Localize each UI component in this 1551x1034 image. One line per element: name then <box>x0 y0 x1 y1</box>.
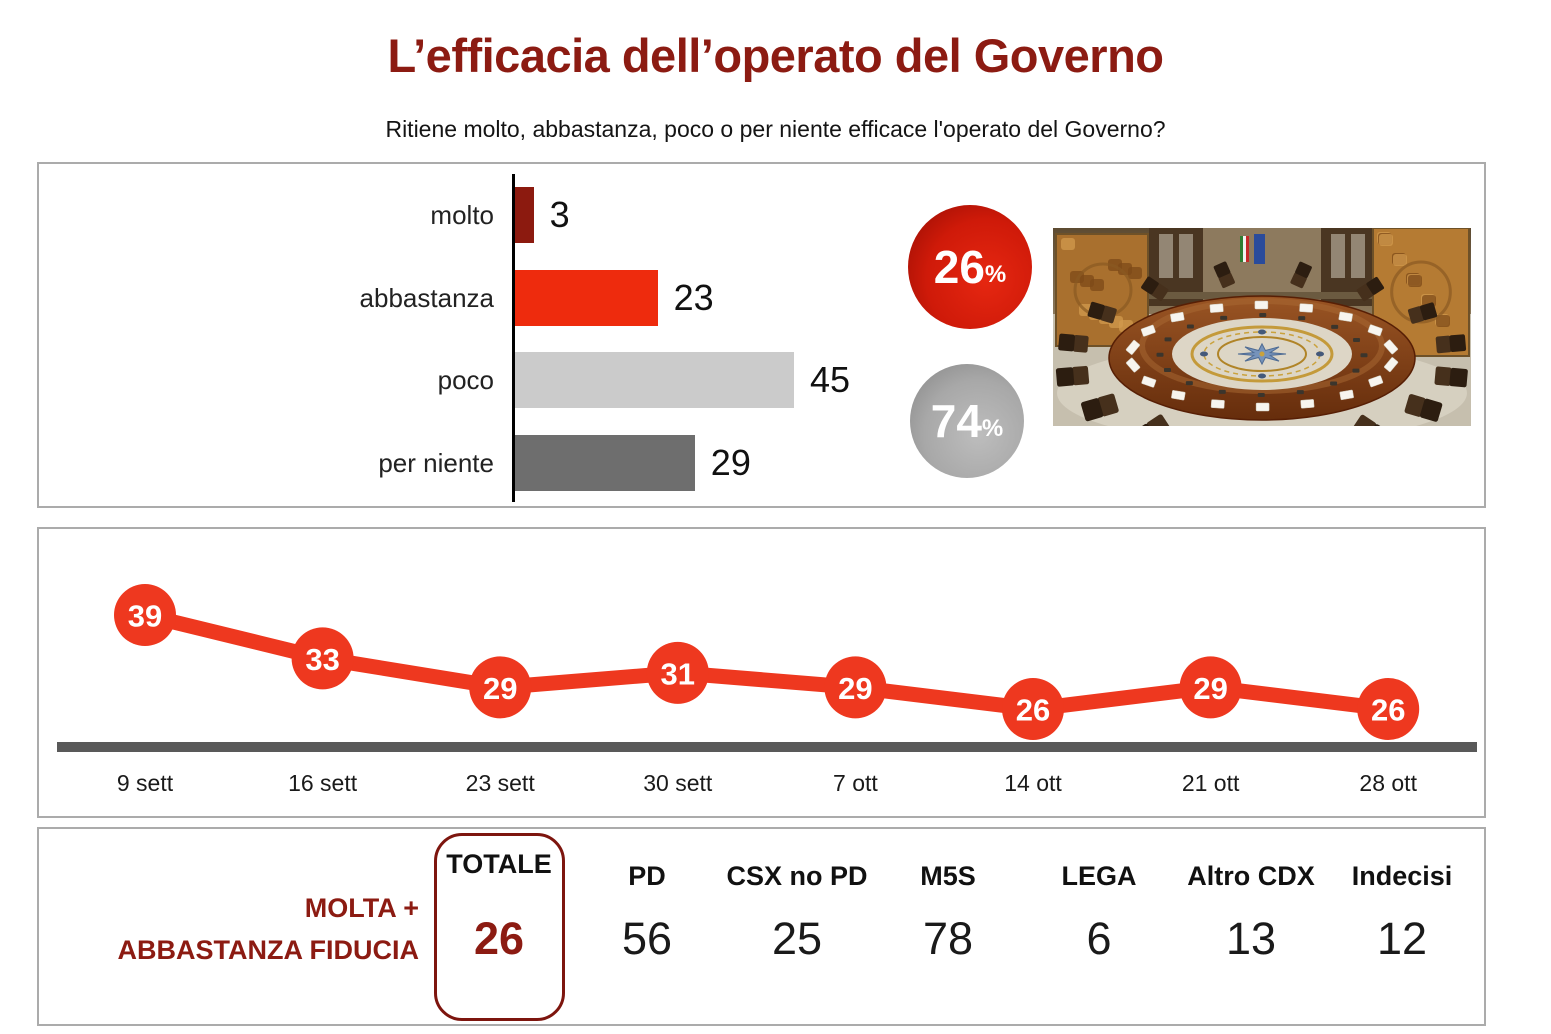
page-title: L’efficacia dell’operato del Governo <box>387 29 1165 82</box>
column-value: 12 <box>1376 913 1428 964</box>
column-value: 56 <box>621 913 673 964</box>
x-tick-label: 23 sett <box>466 770 536 796</box>
marble-star-icon <box>1200 329 1324 379</box>
negative-share-badge: 74% <box>910 364 1024 478</box>
table-items <box>1156 313 1368 397</box>
column-indecisi: Indecisi 12 <box>1312 829 1492 1024</box>
positive-share-value: 26 <box>933 241 985 293</box>
trend-point-value: 39 <box>128 599 162 634</box>
x-tick-label: 7 ott <box>833 770 878 796</box>
page-subtitle: Ritiene molto, abbastanza, poco o per ni… <box>385 116 1166 142</box>
bar-category-label: molto <box>430 200 494 230</box>
bar-value-label: 3 <box>549 194 570 235</box>
bar-category-label: abbastanza <box>359 282 494 313</box>
column-value: 13 <box>1225 913 1277 964</box>
bar-rect <box>515 435 695 492</box>
trend-point-14-ott <box>1002 678 1064 741</box>
bar-row-poco: poco 45 <box>39 352 1484 409</box>
trend-point-30-sett <box>646 641 709 704</box>
positive-share-badge: 26% <box>908 205 1032 329</box>
trend-point-9-sett <box>114 584 176 647</box>
x-tick-label: 14 ott <box>1004 770 1062 796</box>
column-value: 6 <box>1086 913 1112 964</box>
trend-point-value: 31 <box>661 656 695 691</box>
bar-rect <box>515 187 534 243</box>
column-altro-cdx: Altro CDX 13 <box>1161 829 1341 1024</box>
column-header: PD <box>628 861 666 891</box>
totale-value: 26 <box>473 913 525 964</box>
column-header: LEGA <box>1061 861 1137 891</box>
trend-panel: 39 9 sett 33 16 sett 29 23 sett 31 30 sett 29 7 o… <box>37 527 1486 818</box>
x-tick-label: 21 ott <box>1182 770 1240 796</box>
trend-point-value: 26 <box>1016 693 1050 728</box>
negative-percent-sign: % <box>981 415 1004 442</box>
italy-flag-icon <box>1240 236 1249 262</box>
bar-row-per-niente: per niente 29 <box>39 435 1484 492</box>
breakdown-panel: MOLTA + ABBASTANZA FIDUCIA TOTALE 26 PD 5… <box>37 827 1486 1026</box>
chairs <box>1055 365 1468 426</box>
x-tick-label: 9 sett <box>117 770 174 796</box>
row-label-line1: MOLTA + <box>304 893 419 923</box>
x-tick-label: 28 ott <box>1359 770 1417 796</box>
trend-point-value: 26 <box>1371 693 1405 728</box>
totale-header: TOTALE <box>446 849 552 879</box>
current-rating-panel: molto 3 abbastanza 23 poco 45 per niente 29 26%… <box>37 162 1486 508</box>
bar-value-label: 23 <box>673 276 714 318</box>
trend-point-value: 29 <box>1193 671 1227 706</box>
bar-row-abbastanza: abbastanza 23 <box>39 269 1484 326</box>
trend-point-value: 29 <box>483 671 517 706</box>
x-tick-label: 16 sett <box>288 770 358 796</box>
trend-point-16-sett <box>291 627 354 690</box>
negative-share-value: 74 <box>930 395 982 447</box>
column-csx-no-pd: CSX no PD 25 <box>707 829 887 1024</box>
column-header: Altro CDX <box>1187 861 1315 891</box>
column-header: CSX no PD <box>726 861 868 891</box>
bar-category-label: poco <box>437 365 494 396</box>
column-value: 78 <box>922 913 974 964</box>
bar-value-label: 29 <box>710 442 751 484</box>
trend-point-value: 29 <box>838 671 872 706</box>
row-label: MOLTA + ABBASTANZA FIDUCIA <box>39 887 419 971</box>
column-header: M5S <box>920 861 976 891</box>
bar-rect <box>515 352 794 409</box>
column-lega: LEGA 6 <box>1009 829 1189 1024</box>
trend-point-28-ott <box>1357 678 1420 741</box>
trend-point-value: 33 <box>305 642 339 677</box>
bar-chart-axis <box>512 174 515 502</box>
eu-flag-icon <box>1254 234 1265 264</box>
bar-rect <box>515 269 658 326</box>
table-papers <box>1125 300 1399 412</box>
bar-value-label: 45 <box>810 359 851 401</box>
column-m5s: M5S 78 <box>858 829 1038 1024</box>
trend-point-21-ott <box>1179 656 1242 719</box>
bar-category-label: per niente <box>378 448 494 479</box>
x-tick-label: 30 sett <box>643 770 713 796</box>
column-value: 25 <box>771 913 823 964</box>
trend-point-23-sett <box>469 656 532 719</box>
cabinet-room-photo <box>1053 228 1471 426</box>
trend-point-7-ott <box>824 656 887 719</box>
column-header: Indecisi <box>1351 861 1453 891</box>
totale-highlight-box <box>434 833 565 1021</box>
trend-line-chart: 39 9 sett 33 16 sett 29 23 sett 31 30 sett 29 7 o… <box>57 584 1477 796</box>
bar-row-molto: molto 3 <box>39 187 1484 243</box>
positive-percent-sign: % <box>984 261 1007 288</box>
column-pd: PD 56 <box>557 829 737 1024</box>
row-label-line2: ABBASTANZA FIDUCIA <box>117 935 419 965</box>
